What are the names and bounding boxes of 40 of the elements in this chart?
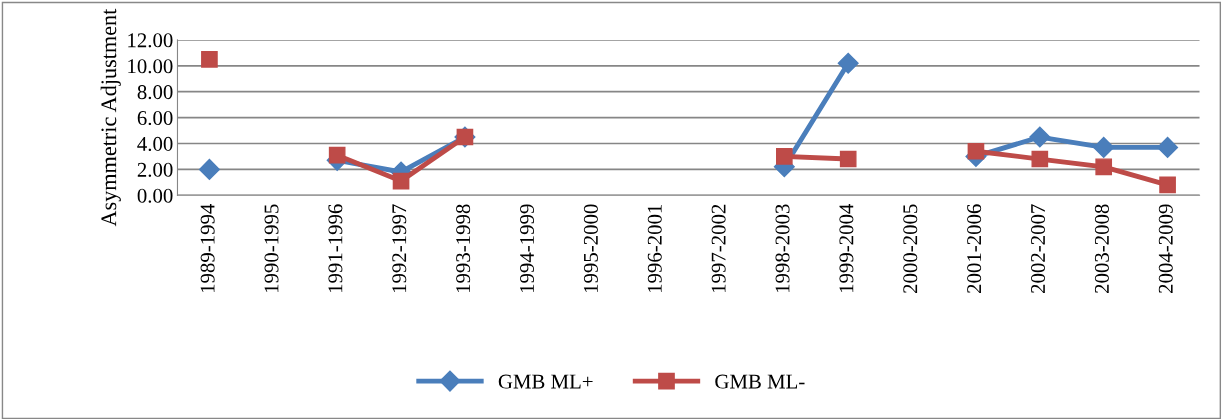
x-tick-label: 1990-1995 <box>264 204 279 293</box>
legend-label: GMB ML- <box>715 374 805 389</box>
point <box>328 146 346 164</box>
point <box>1029 126 1051 148</box>
y-tick-label: 10.00 <box>128 59 173 74</box>
x-tick-label: 2004-2009 <box>1158 204 1173 293</box>
point <box>839 150 857 168</box>
point <box>1093 136 1115 158</box>
point <box>392 172 410 190</box>
y-tick-label: 6.00 <box>137 110 173 126</box>
x-tick-label: 1995-2000 <box>583 204 598 293</box>
x-tick-label: 1998-2003 <box>775 204 790 293</box>
legend-label: GMB ML+ <box>498 374 593 389</box>
y-tick-label: 4.00 <box>137 136 173 152</box>
point <box>837 52 859 74</box>
y-tick-label: 0.00 <box>137 188 173 203</box>
x-tick-label: 2001-2006 <box>967 204 982 293</box>
x-tick-label: 1991-1996 <box>328 204 343 293</box>
x-tick-label: 2003-2008 <box>1094 204 1109 293</box>
y-axis-title: Asymmetric Adjustment <box>100 8 121 227</box>
x-tick-label: 1996-2001 <box>647 204 662 293</box>
x-tick-label: 2000-2005 <box>903 204 918 293</box>
point <box>1031 150 1049 168</box>
point <box>198 158 220 180</box>
point <box>775 148 793 165</box>
x-tick-label: 2002-2007 <box>1030 204 1046 293</box>
y-tick-label: 8.00 <box>137 85 173 100</box>
y-tick-label: 2.00 <box>137 162 173 177</box>
point <box>1159 176 1176 194</box>
point <box>967 142 985 160</box>
x-tick-label: 1993-1998 <box>456 204 471 293</box>
x-tick-label: 1999-2004 <box>839 203 854 293</box>
point <box>1157 136 1179 158</box>
x-tick-label: 1994-1999 <box>520 204 535 293</box>
x-tick-label: 1989-1994 <box>200 203 215 293</box>
x-tick-label: 1997-2002 <box>711 204 726 293</box>
point <box>1095 158 1113 176</box>
y-tick-label: 12.00 <box>128 33 173 48</box>
point <box>201 50 218 68</box>
x-tick-label: 1992-1997 <box>392 204 407 293</box>
